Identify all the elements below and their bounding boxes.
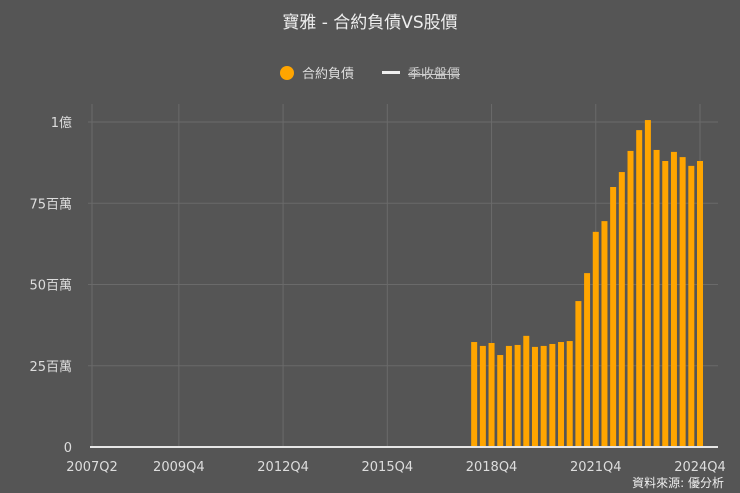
bar[interactable] [601, 221, 608, 447]
circle-marker-icon [279, 65, 294, 80]
source-credit: 資料來源: 優分析 [632, 476, 724, 490]
bar[interactable] [670, 151, 677, 447]
legend-item-contract-liabilities[interactable]: 合約負債 [279, 63, 354, 82]
bar[interactable] [471, 342, 478, 447]
bar[interactable] [584, 273, 591, 447]
bar[interactable] [549, 343, 556, 447]
y-tick-label: 50百萬 [29, 279, 72, 294]
bar[interactable] [540, 345, 547, 447]
bar[interactable] [653, 149, 660, 447]
y-tick-label: 0 [64, 441, 72, 456]
bar[interactable] [627, 150, 634, 448]
y-axis: 0 25百萬 50百萬 75百萬 1億 [29, 115, 72, 456]
legend-item-close-price[interactable]: 季收盤價 [382, 63, 460, 82]
y-tick-label: 75百萬 [29, 197, 72, 212]
y-tick-label: 25百萬 [29, 360, 72, 375]
bar[interactable] [505, 345, 512, 447]
bar[interactable] [558, 342, 565, 447]
legend-label: 季收盤價 [408, 67, 461, 82]
bar[interactable] [488, 343, 495, 447]
chart-title: 寶雅 - 合約負債VS股價 [282, 13, 458, 33]
bar[interactable] [514, 344, 521, 447]
bar[interactable] [497, 355, 504, 447]
bar[interactable] [679, 157, 686, 447]
x-tick-label: 2024Q4 [674, 460, 726, 475]
bar[interactable] [662, 161, 669, 447]
x-axis: 2007Q2 2009Q4 2012Q4 2015Q4 2018Q4 2021Q4 2024… [66, 446, 726, 475]
x-tick-label: 2021Q4 [570, 460, 622, 475]
y-tick-label: 1億 [51, 115, 72, 131]
x-tick-label: 2007Q2 [66, 460, 118, 475]
bar[interactable] [610, 187, 617, 447]
bar[interactable] [636, 130, 643, 447]
bar[interactable] [575, 301, 582, 447]
bar[interactable] [531, 346, 538, 447]
legend-label: 合約負債 [301, 67, 354, 82]
bar[interactable] [566, 341, 573, 447]
bar[interactable] [523, 335, 530, 447]
legend: 合約負債 季收盤價 [0, 63, 740, 82]
x-tick-label: 2018Q4 [466, 460, 518, 475]
bar[interactable] [688, 165, 695, 447]
x-tick-label: 2012Q4 [257, 460, 309, 475]
x-tick-label: 2009Q4 [153, 460, 205, 475]
bar[interactable] [697, 161, 703, 447]
bar[interactable] [618, 172, 625, 448]
bars [471, 120, 703, 448]
bar[interactable] [479, 345, 486, 447]
bar[interactable] [644, 120, 651, 448]
line-marker-icon [382, 71, 400, 74]
x-tick-label: 2015Q4 [362, 460, 414, 475]
bar[interactable] [592, 231, 599, 447]
